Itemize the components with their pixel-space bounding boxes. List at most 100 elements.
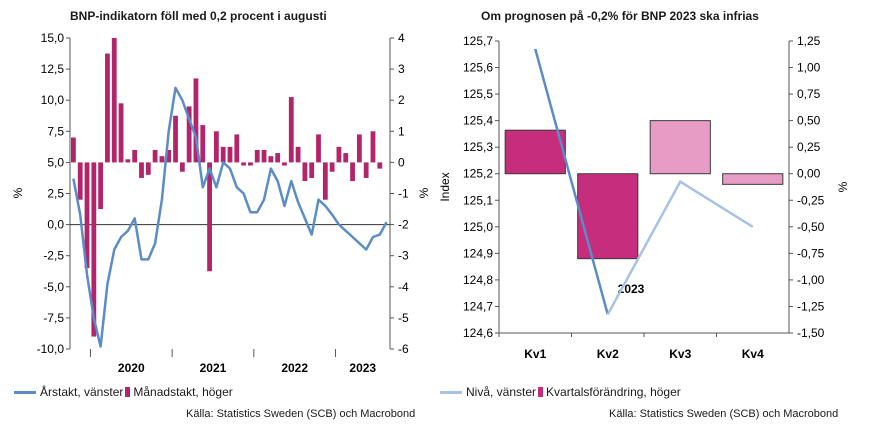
y-right-tick-label: 0,75 xyxy=(797,87,821,101)
x-tick-label: 2020 xyxy=(118,361,145,375)
y-right-tick-label: 3 xyxy=(398,62,405,76)
monthly-bar xyxy=(227,146,233,163)
y-left-tick-label: 0,0 xyxy=(47,218,64,232)
monthly-bar xyxy=(309,162,315,178)
annual-rate-line xyxy=(72,86,388,348)
monthly-bar xyxy=(343,153,349,163)
monthly-bar xyxy=(166,149,172,163)
y-right-tick-label: -4 xyxy=(398,280,409,294)
x-category-label: Kv2 xyxy=(597,347,619,361)
y-right-tick-label: 0,00 xyxy=(797,167,821,181)
x-tick-label: 2023 xyxy=(349,361,376,375)
legend-item-niva: Nivå, vänster xyxy=(466,385,537,399)
level-line-forecast xyxy=(606,179,754,316)
level-line-actual xyxy=(534,48,609,315)
y-left-tick-label: 125,4 xyxy=(463,114,493,128)
monthly-bar xyxy=(145,162,151,175)
y-right-tick-label: -2 xyxy=(398,218,409,232)
monthly-bar xyxy=(159,156,165,163)
monthly-bar xyxy=(363,162,369,178)
y-left-axis-title: Index xyxy=(438,172,452,201)
x-category-label: Kv1 xyxy=(524,347,546,361)
monthly-bar xyxy=(77,162,83,200)
monthly-bar xyxy=(254,149,260,163)
monthly-bar xyxy=(186,106,192,163)
legend-item-manadstakt: Månadstakt, höger xyxy=(133,385,233,399)
y-right-tick-label: -5 xyxy=(398,311,409,325)
y-left-tick-label: 15,0 xyxy=(41,31,65,45)
monthly-bar xyxy=(152,149,158,163)
y-left-tick-label: -2,5 xyxy=(43,249,64,263)
y-right-tick-label: -1,50 xyxy=(797,326,825,340)
monthly-bar xyxy=(377,162,383,169)
y-right-tick-label: 1 xyxy=(398,124,405,138)
y-left-tick-label: 12,5 xyxy=(41,62,65,76)
left-chart-legend: Årstakt, vänster Månadstakt, höger xyxy=(14,385,233,399)
y-right-tick-label: -0,50 xyxy=(797,220,825,234)
legend-line-swatch xyxy=(14,390,36,394)
quarterly-bar xyxy=(504,129,566,175)
y-left-tick-label: -5,0 xyxy=(43,280,64,294)
y-left-tick-label: -10,0 xyxy=(37,342,65,356)
monthly-bar xyxy=(173,115,178,163)
y-right-tick-label: -1,00 xyxy=(797,273,825,287)
monthly-bar xyxy=(84,162,90,269)
monthly-bar xyxy=(282,162,287,166)
y-right-tick-label: 0,25 xyxy=(797,140,821,154)
monthly-bar xyxy=(125,159,131,163)
y-right-tick-label: 4 xyxy=(398,31,405,45)
monthly-bar xyxy=(234,134,240,163)
right-chart-panel: Om prognosen på -0,2% för BNP 2023 ska i… xyxy=(436,0,873,431)
x-category-label: Kv3 xyxy=(669,347,691,361)
y-right-tick-label: 2 xyxy=(398,93,405,107)
y-left-tick-label: 124,9 xyxy=(463,246,493,260)
monthly-bar xyxy=(241,162,247,166)
monthly-bar xyxy=(322,162,328,200)
y-right-tick-label: -0,75 xyxy=(797,246,825,260)
legend-item-kvartal: Kvartalsförändring, höger xyxy=(546,385,681,399)
x-tick-label: 2022 xyxy=(281,361,308,375)
left-chart-source: Källa: Statistics Sweden (SCB) och Macro… xyxy=(186,408,416,420)
y-right-tick-label: 1,00 xyxy=(797,61,821,75)
monthly-bar xyxy=(193,78,199,163)
y-left-tick-label: 125,0 xyxy=(463,220,493,234)
y-left-tick-label: 125,3 xyxy=(463,140,493,154)
monthly-bar xyxy=(213,131,219,163)
left-chart-title: BNP-indikatorn föll med 0,2 procent i au… xyxy=(70,9,327,23)
y-right-tick-label: 1,25 xyxy=(797,34,821,48)
monthly-bar xyxy=(288,97,294,163)
y-right-axis-title: % xyxy=(836,181,850,192)
monthly-bar xyxy=(248,162,253,166)
y-left-tick-label: 7,5 xyxy=(47,124,64,138)
y-right-tick-label: 0 xyxy=(398,155,405,169)
y-right-tick-label: -3 xyxy=(398,249,409,263)
monthly-bar xyxy=(268,156,274,163)
legend-line-swatch xyxy=(440,390,462,394)
monthly-bar xyxy=(111,38,117,163)
y-left-tick-label: 124,7 xyxy=(463,299,493,313)
left-chart-panel: BNP-indikatorn föll med 0,2 procent i au… xyxy=(0,0,436,431)
right-chart-source: Källa: Statistics Sweden (SCB) och Macro… xyxy=(609,408,839,420)
y-left-tick-label: 125,5 xyxy=(463,87,493,101)
quarterly-bar xyxy=(577,173,639,260)
x-tick-label: 2021 xyxy=(200,361,227,375)
monthly-bar xyxy=(316,134,321,163)
quarterly-bar xyxy=(649,120,711,175)
monthly-bar xyxy=(200,125,206,163)
monthly-bar xyxy=(98,162,104,210)
monthly-bar xyxy=(105,53,110,163)
monthly-bar xyxy=(139,162,144,178)
y-left-tick-label: 125,7 xyxy=(463,34,493,48)
monthly-bar xyxy=(207,162,212,272)
y-left-tick-label: 124,8 xyxy=(463,273,493,287)
monthly-bar xyxy=(350,162,355,182)
monthly-bar xyxy=(302,162,308,182)
y-right-tick-label: -0,25 xyxy=(797,193,825,207)
y-left-tick-label: 125,6 xyxy=(463,61,493,75)
y-left-tick-label: -7,5 xyxy=(43,311,64,325)
y-right-tick-label: -6 xyxy=(398,342,409,356)
monthly-bar xyxy=(336,146,342,163)
y-left-axis-title: % xyxy=(11,187,25,198)
monthly-bar xyxy=(71,137,76,163)
monthly-bar xyxy=(220,146,226,163)
